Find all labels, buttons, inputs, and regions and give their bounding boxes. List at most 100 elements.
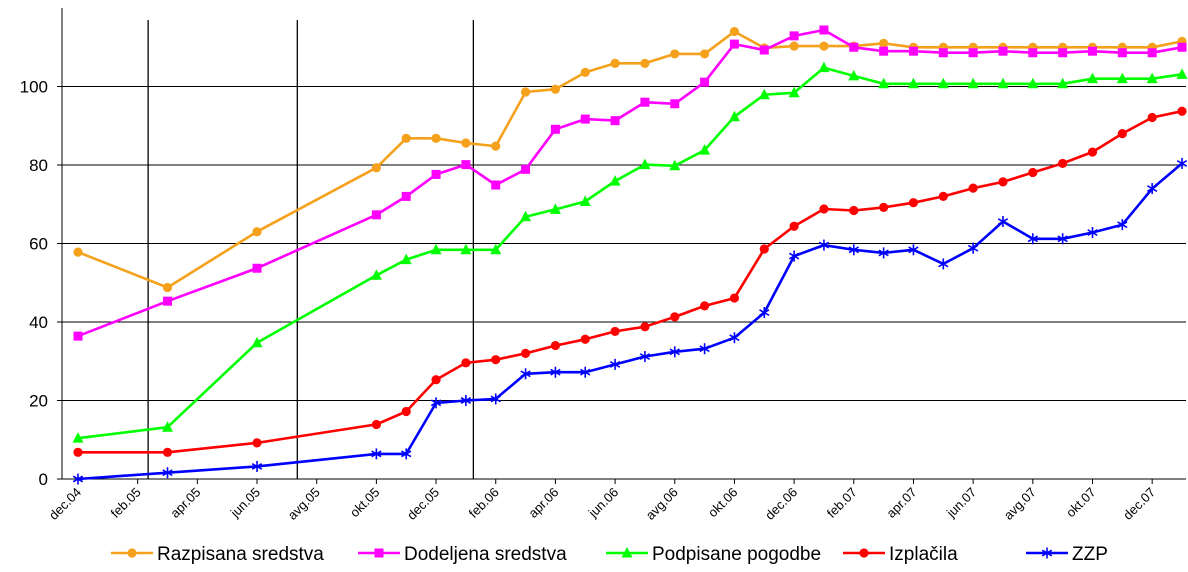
data-point: [908, 244, 919, 256]
legend-entry: Dodeljena sredstva: [358, 544, 567, 565]
x-tick-label: dec.07: [1120, 485, 1158, 523]
data-point: [400, 253, 412, 265]
data-point: [728, 110, 740, 122]
x-tick-labels: dec.04 feb.05 apr.05 jun.05 avg.05 okt.05 dec.…: [46, 485, 1158, 523]
legend-entry: Izplačila: [843, 544, 958, 565]
data-point: [819, 204, 829, 214]
data-point: [669, 346, 680, 358]
data-point: [1117, 219, 1128, 231]
data-point: [788, 86, 800, 98]
legend-swatch-marker: [859, 548, 869, 558]
data-point: [1087, 227, 1098, 239]
series-dodeljena-sredstva: [73, 25, 1187, 341]
data-point: [1176, 68, 1188, 79]
data-point: [1147, 112, 1157, 123]
data-point: [1146, 183, 1158, 195]
data-point: [521, 164, 531, 174]
data-point: [908, 46, 918, 56]
x-tick-label: okt.06: [705, 485, 741, 521]
data-point: [1058, 48, 1068, 58]
y-tick-label: 40: [29, 313, 48, 332]
legend-label: Razpisana sredstva: [157, 544, 324, 565]
data-point: [1117, 48, 1127, 58]
data-point: [819, 25, 829, 35]
data-point: [72, 432, 84, 443]
data-point: [460, 243, 472, 255]
x-tick-label: jun.05: [227, 485, 263, 521]
data-point: [1116, 72, 1128, 84]
data-point: [371, 163, 381, 173]
data-point: [580, 67, 590, 77]
data-point: [670, 312, 680, 322]
y-tick-label: 100: [20, 78, 48, 97]
data-point: [460, 395, 472, 406]
data-point: [639, 158, 651, 170]
x-tick-label: dec.06: [762, 485, 800, 523]
data-point: [759, 307, 770, 319]
data-point: [461, 138, 471, 148]
data-point: [968, 48, 978, 58]
data-point: [371, 210, 381, 220]
x-tick-label: dec.04: [46, 485, 84, 523]
data-point: [967, 77, 979, 89]
star-stroke: [251, 462, 263, 470]
star-stroke: [580, 368, 591, 376]
data-point: [610, 58, 620, 68]
data-point: [520, 210, 532, 222]
x-tick-label: apr.07: [883, 485, 919, 521]
data-point: [640, 97, 650, 107]
data-point: [759, 244, 769, 254]
series-line: [77, 28, 1183, 338]
series-podpisane-pogodbe: [72, 61, 1188, 443]
data-point: [1087, 46, 1097, 56]
star-stroke: [1146, 185, 1158, 192]
data-point: [252, 227, 262, 237]
data-point: [908, 198, 919, 208]
series-line: [77, 162, 1183, 481]
y-tick-labels: 0 20 40 60 80 100: [20, 78, 48, 490]
data-point: [401, 133, 411, 143]
data-point: [788, 250, 800, 262]
data-point: [252, 263, 262, 273]
data-point: [789, 31, 799, 41]
star-stroke: [967, 244, 979, 252]
data-point: [729, 39, 739, 49]
data-point: [1028, 167, 1038, 178]
star-stroke: [818, 241, 830, 249]
data-point: [550, 340, 561, 351]
data-point: [1086, 72, 1098, 84]
star-stroke: [639, 353, 651, 360]
data-point: [998, 46, 1008, 56]
data-point: [1058, 158, 1068, 169]
data-point: [699, 301, 710, 311]
y-tick-label: 80: [29, 156, 48, 175]
data-point: [580, 334, 590, 344]
data-point: [1028, 48, 1038, 58]
star-stroke: [430, 399, 442, 407]
data-point: [550, 84, 561, 94]
data-point: [163, 296, 173, 306]
star-stroke: [520, 370, 531, 378]
star-stroke: [997, 218, 1009, 225]
star-stroke: [848, 246, 859, 254]
legend-swatch-marker: [374, 548, 384, 558]
data-point: [73, 447, 83, 457]
star-stroke: [401, 450, 412, 458]
data-point: [520, 348, 531, 358]
star-stroke: [908, 246, 919, 254]
data-point: [430, 243, 442, 255]
data-point: [520, 368, 531, 380]
data-point: [549, 203, 561, 214]
data-point: [550, 124, 560, 134]
star-stroke: [669, 348, 680, 356]
star-stroke: [938, 260, 949, 268]
series-lines: [72, 25, 1188, 485]
data-point: [431, 169, 441, 179]
data-point: [640, 58, 650, 68]
data-point: [670, 99, 680, 109]
x-tick-label: okt.07: [1063, 485, 1099, 521]
data-point: [878, 77, 890, 89]
data-point: [849, 42, 859, 52]
star-stroke: [1176, 159, 1188, 167]
data-point: [729, 293, 740, 303]
